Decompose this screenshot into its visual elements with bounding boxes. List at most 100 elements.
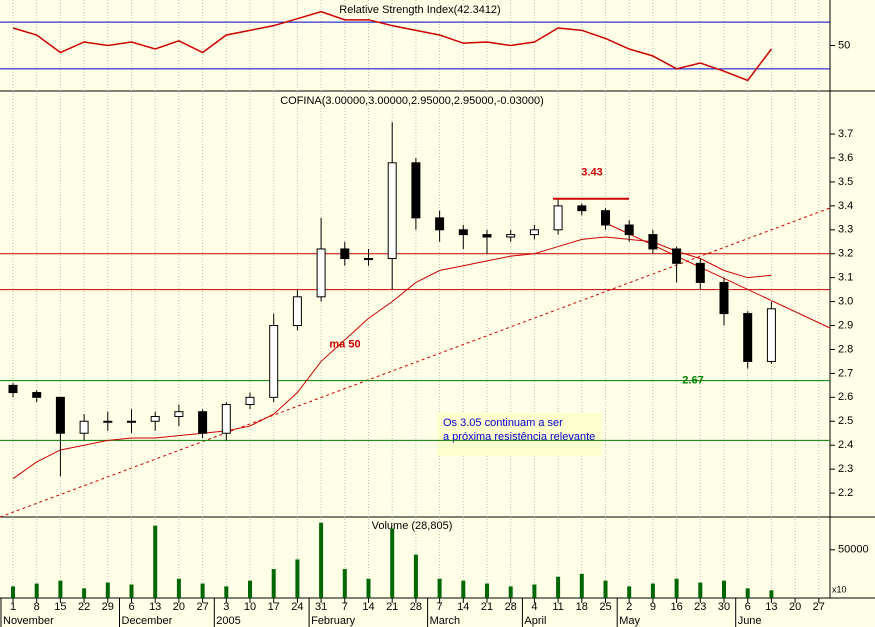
candle-body: [269, 325, 279, 398]
candle-body: [553, 205, 563, 231]
volume-bar: [579, 573, 584, 598]
volume-bar: [34, 583, 39, 598]
x-tick-label: 29: [102, 601, 114, 613]
candle-body: [695, 262, 705, 283]
volume-bar: [532, 584, 537, 598]
y-tick-label: 3.0: [838, 296, 853, 308]
x-tick-label: 27: [196, 601, 208, 613]
volume-bar: [745, 588, 750, 598]
y-tick-label: 50000: [838, 544, 869, 556]
x-tick-label: 7: [437, 601, 443, 613]
month-label: June: [738, 615, 762, 627]
price-title: COFINA(3.00000,3.00000,2.95000,2.95000,-…: [280, 95, 544, 107]
x-tick-label: 18: [576, 601, 588, 613]
volume-bar: [129, 584, 134, 598]
candle-body: [174, 411, 184, 417]
x-tick-label: 7: [342, 601, 348, 613]
candle-body: [150, 415, 160, 422]
y-tick-label: 3.2: [838, 248, 853, 260]
volume-bar: [722, 580, 726, 598]
volume-bar: [413, 554, 418, 598]
x-tick-label: 1: [10, 601, 16, 613]
y-tick-label: 2.3: [838, 463, 853, 475]
volume-bar: [153, 525, 158, 598]
x-tick-label: 16: [670, 601, 682, 613]
x-tick-label: 27: [813, 601, 825, 613]
volume-bar: [508, 586, 513, 598]
month-label: March: [430, 615, 461, 627]
x-tick-label: 14: [457, 601, 469, 613]
month-label: November: [3, 615, 54, 627]
annotation: 3.43: [581, 167, 602, 179]
y-tick-label: 2.8: [838, 343, 853, 355]
y-tick-label: 2.9: [838, 319, 853, 331]
volume-bar: [342, 569, 347, 598]
x-tick-label: 23: [694, 601, 706, 613]
candle-body: [198, 411, 208, 434]
candle-body: [292, 296, 302, 327]
volume-bar: [674, 578, 679, 598]
candle-body: [743, 313, 753, 362]
trend-line: [0, 207, 831, 518]
x-tick-label: 13: [765, 601, 777, 613]
volume-bar: [58, 580, 63, 598]
x-tick-label: 6: [128, 601, 134, 613]
month-label: February: [311, 615, 356, 627]
note-line: Os 3.05 continuam a ser: [443, 417, 563, 429]
volume-bar: [650, 583, 655, 598]
x-tick-label: 28: [410, 601, 422, 613]
candle-body: [506, 234, 516, 238]
volume-bar: [437, 578, 442, 598]
volume-title: Volume (28,805): [372, 520, 453, 532]
volume-bar: [271, 569, 276, 598]
volume-bar: [224, 586, 229, 598]
candle-body: [435, 217, 445, 231]
x-tick-label: 11: [552, 601, 563, 613]
x-tick-label: 3: [223, 601, 229, 613]
annotation: ma 50: [329, 339, 360, 351]
volume-bar: [11, 586, 15, 598]
volume-bar: [105, 582, 110, 598]
volume-bar: [698, 582, 703, 598]
volume-bar: [461, 580, 466, 598]
month-label: April: [524, 615, 546, 627]
candle-body: [648, 234, 658, 250]
volume-bar: [295, 559, 300, 598]
y-tick-label: 2.6: [838, 391, 853, 403]
candle-body: [719, 281, 729, 315]
x-tick-label: 21: [386, 601, 398, 613]
x-tick-label: 31: [315, 601, 327, 613]
candle-body: [411, 162, 421, 219]
candle-body: [127, 420, 136, 423]
x-tick-label: 13: [149, 601, 161, 613]
x-tick-label: 20: [173, 601, 185, 613]
volume-bar: [390, 528, 395, 598]
y-tick-label: 2.7: [838, 367, 853, 379]
x-tick-label: 2: [626, 601, 632, 613]
candle-body: [577, 205, 587, 212]
candle-body: [601, 210, 610, 226]
candle-body: [32, 392, 42, 398]
x-tick-label: 4: [531, 601, 537, 613]
month-label: May: [619, 615, 640, 627]
x-tick-label: 20: [789, 601, 801, 613]
candle-body: [387, 162, 397, 260]
volume-bar: [769, 590, 774, 598]
volume-bar: [366, 578, 371, 598]
trend-line: [609, 224, 831, 329]
note-box: Os 3.05 continuam a ser a próxima resist…: [437, 413, 602, 456]
y-tick-label: 2.2: [838, 487, 853, 499]
candle-body: [482, 234, 492, 238]
volume-bar: [319, 522, 324, 598]
candle-body: [766, 308, 776, 362]
y-tick-label: 2.4: [838, 439, 853, 451]
candle-body: [529, 229, 539, 236]
x-tick-label: 17: [268, 601, 280, 613]
moving-average: [12, 236, 772, 480]
y-tick-label: 3.5: [838, 176, 853, 188]
candle-body: [340, 248, 350, 260]
volume-bar: [82, 588, 87, 598]
candle-body: [364, 258, 373, 261]
volume-bar: [556, 576, 561, 598]
